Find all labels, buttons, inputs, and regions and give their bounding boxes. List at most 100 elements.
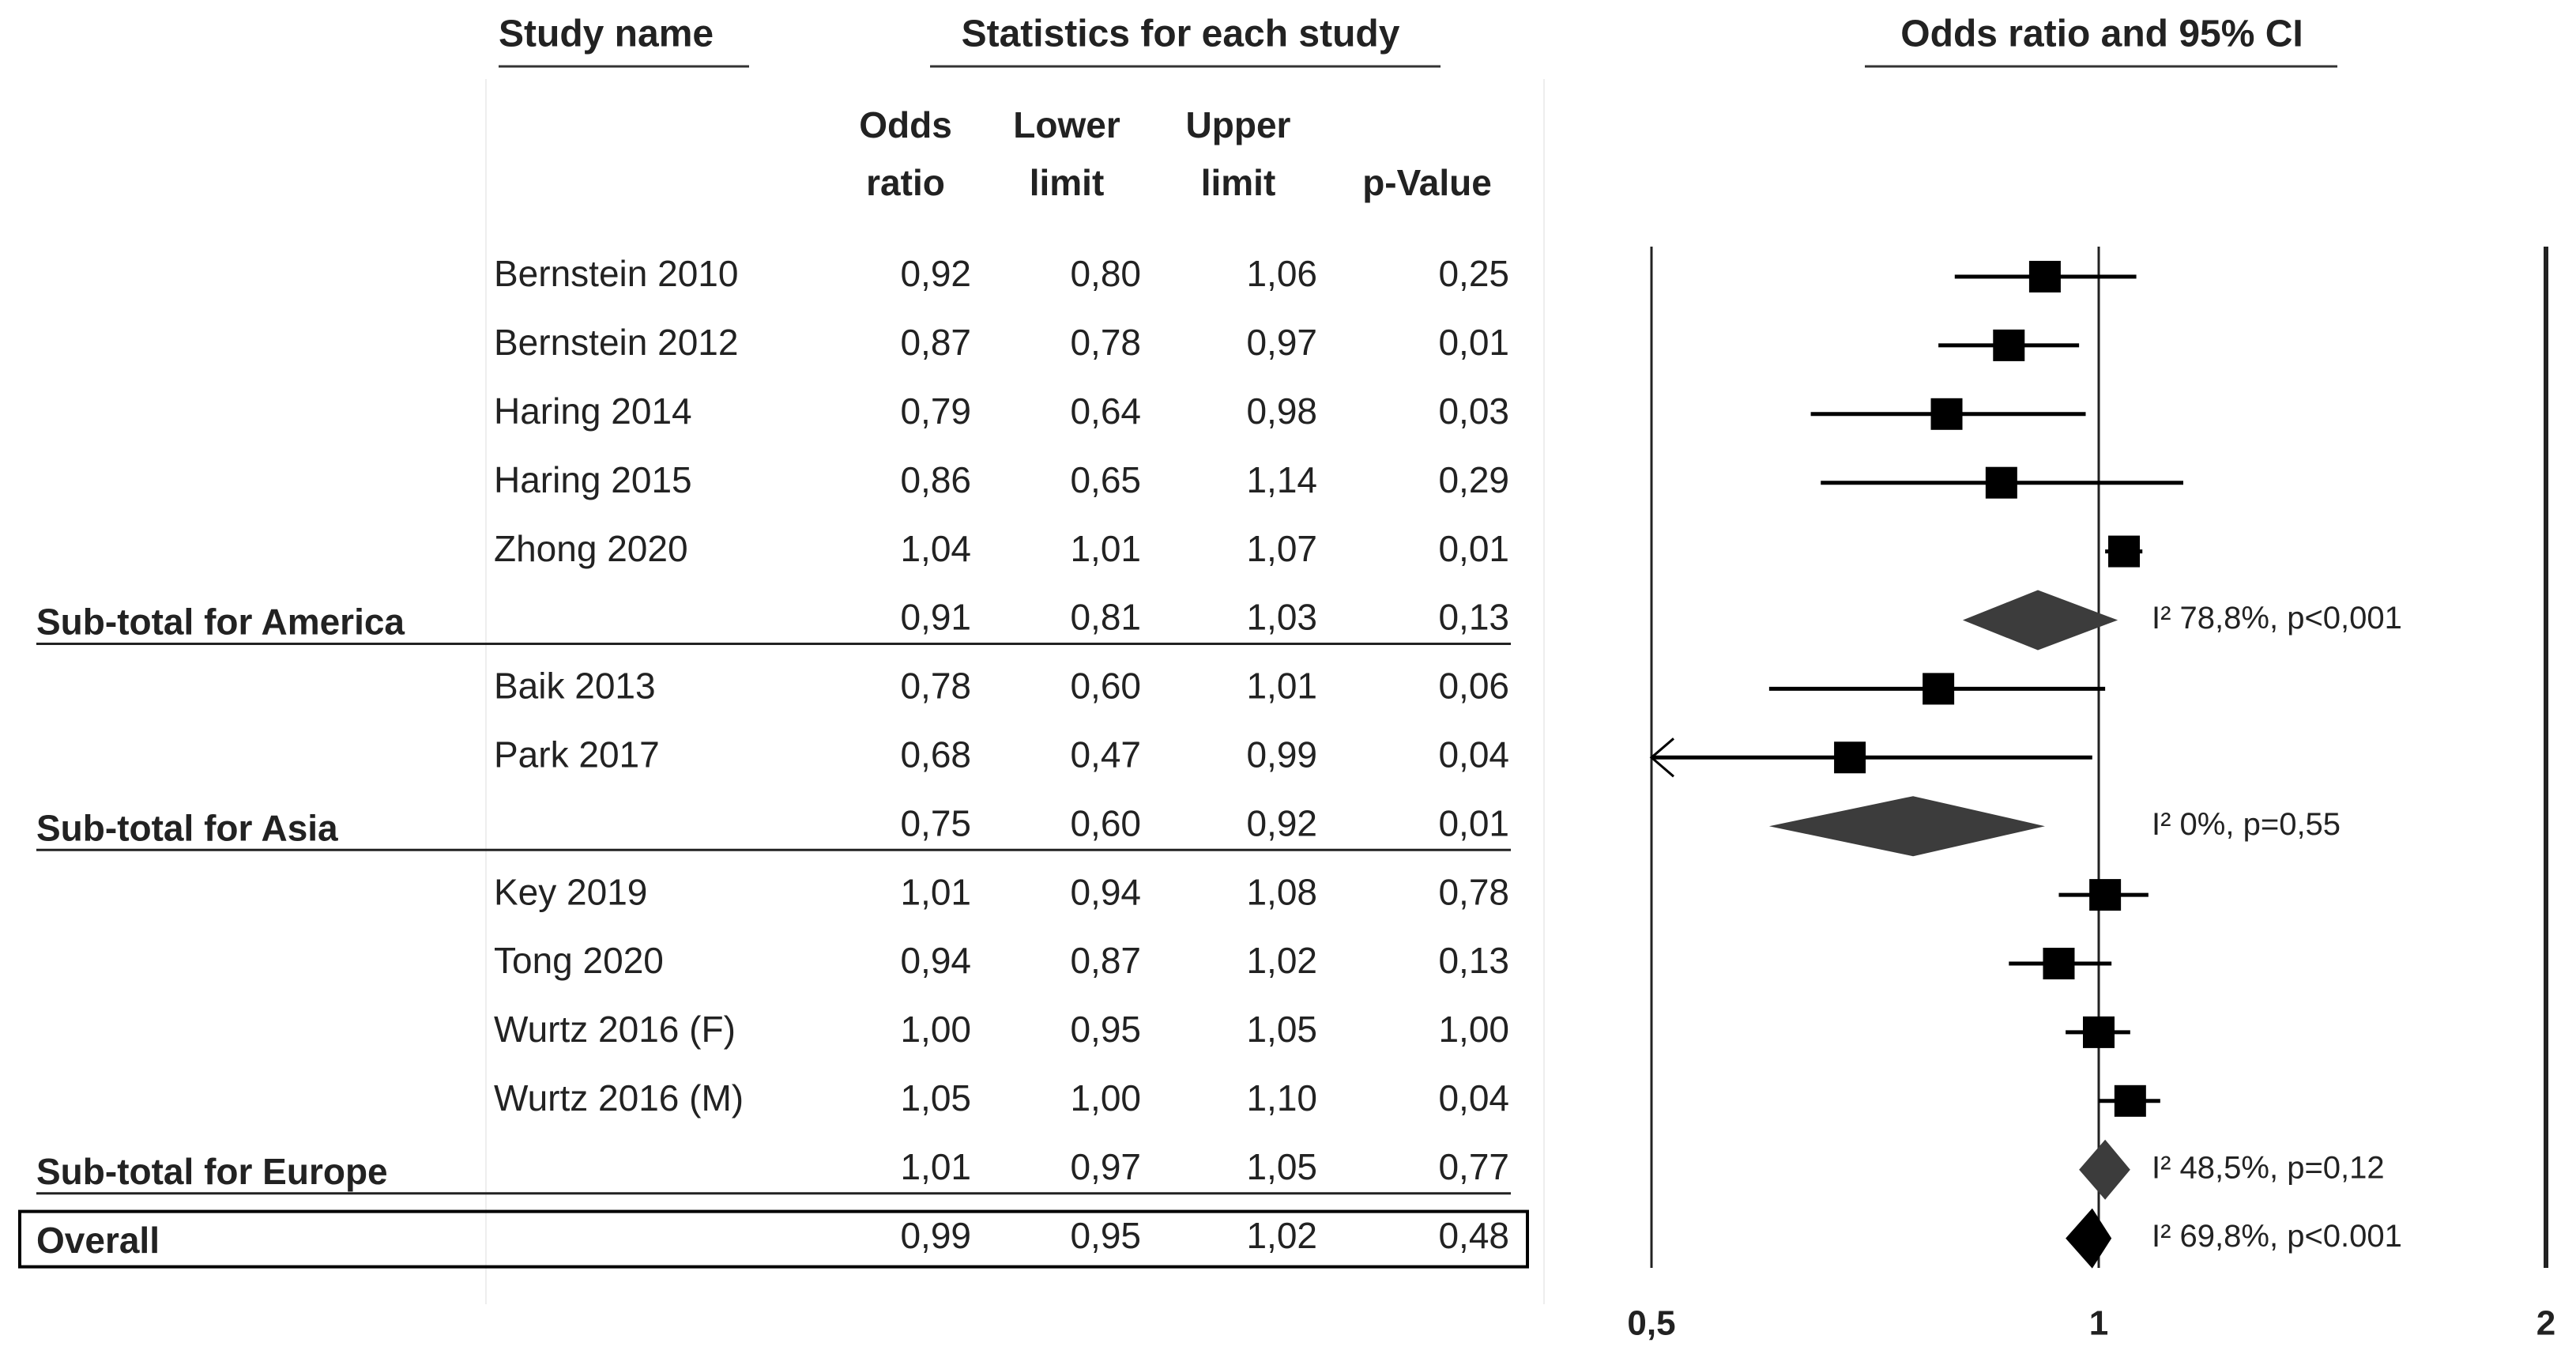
arrow (1649, 737, 1674, 778)
study-name: Zhong 2020 (494, 528, 688, 569)
stat-value: 0,78 (900, 666, 971, 707)
column-header: p-Value (1362, 162, 1492, 203)
study-header: Study name (499, 13, 714, 55)
stat-value: 1,05 (1246, 1009, 1317, 1050)
stat-value: 0,97 (1070, 1146, 1141, 1187)
group-name: Sub-total for Europe (36, 1151, 388, 1192)
point-estimate (2089, 879, 2122, 911)
stat-value: 0,80 (1070, 253, 1141, 294)
stat-value: 0,06 (1438, 666, 1509, 707)
column-header: Upper (1186, 104, 1291, 145)
stat-value: 1,03 (1246, 597, 1317, 638)
summary-diamond (1962, 590, 2118, 651)
stat-value: 0,04 (1438, 1077, 1509, 1118)
stat-value: 1,00 (1070, 1077, 1141, 1118)
stat-value: 0,79 (900, 390, 971, 432)
x-tick-label: 0,5 (1627, 1304, 1675, 1343)
group-name: Sub-total for Asia (36, 807, 338, 848)
summary-diamond (2079, 1139, 2130, 1200)
stat-value: 0,91 (900, 597, 971, 638)
heterogeneity: I² 48,5%, p=0,12 (2152, 1150, 2385, 1185)
stat-value: 1,02 (1246, 1215, 1317, 1256)
study-name: Baik 2013 (494, 666, 656, 707)
point-estimate (1923, 673, 1955, 705)
stat-value: 0,92 (1246, 802, 1317, 843)
stat-value: 0,60 (1070, 802, 1141, 843)
point-estimate (1834, 741, 1866, 774)
stat-value: 1,00 (900, 1009, 971, 1050)
stat-value: 0,29 (1438, 459, 1509, 500)
stat-value: 1,04 (900, 528, 971, 569)
stat-value: 1,07 (1246, 528, 1317, 569)
stat-value: 0,01 (1438, 802, 1509, 843)
stat-value: 0,98 (1246, 390, 1317, 432)
stat-value: 1,01 (1070, 528, 1141, 569)
stat-value: 1,05 (900, 1077, 971, 1118)
stat-value: 0,03 (1438, 390, 1509, 432)
x-tick-label: 2 (2536, 1304, 2555, 1343)
stat-value: 0,04 (1438, 734, 1509, 775)
study-name: Bernstein 2012 (494, 322, 738, 363)
stat-value: 0,86 (900, 459, 971, 500)
stat-value: 0,99 (900, 1215, 971, 1256)
column-header: limit (1030, 162, 1105, 203)
stat-value: 0,95 (1070, 1009, 1141, 1050)
point-estimate (2083, 1016, 2115, 1048)
point-estimate (1985, 466, 2017, 499)
stat-value: 1,02 (1246, 940, 1317, 981)
stat-value: 0,94 (900, 940, 971, 981)
stat-value: 0,65 (1070, 459, 1141, 500)
point-estimate (2028, 261, 2061, 292)
column-header: Lower (1013, 104, 1120, 145)
stat-value: 1,08 (1246, 871, 1317, 912)
stat-value: 1,14 (1246, 459, 1317, 500)
group-name: Overall (36, 1220, 160, 1261)
point-estimate (1993, 329, 2025, 361)
stat-value: 0,13 (1438, 940, 1509, 981)
stat-value: 0,13 (1438, 597, 1509, 638)
stat-value: 0,77 (1438, 1146, 1509, 1187)
study-name: Tong 2020 (494, 940, 664, 981)
stat-value: 0,87 (900, 322, 971, 363)
stat-value: 0,78 (1070, 322, 1141, 363)
stat-value: 1,00 (1438, 1009, 1509, 1050)
study-name: Bernstein 2010 (494, 253, 738, 294)
point-estimate (2043, 948, 2075, 979)
point-estimate (1930, 398, 1963, 430)
summary-diamond (1768, 796, 2045, 857)
stat-value: 0,48 (1438, 1215, 1509, 1256)
plot-header: Odds ratio and 95% CI (1900, 13, 2303, 55)
study-name: Park 2017 (494, 734, 660, 775)
heterogeneity: I² 78,8%, p<0,001 (2152, 601, 2402, 636)
stat-value: 0,97 (1246, 322, 1317, 363)
study-name: Key 2019 (494, 871, 647, 912)
stat-value: 0,68 (900, 734, 971, 775)
column-header: Odds (859, 104, 952, 145)
stat-value: 0,01 (1438, 528, 1509, 569)
stat-value: 0,01 (1438, 322, 1509, 363)
stat-value: 0,92 (900, 253, 971, 294)
stat-value: 1,10 (1246, 1077, 1317, 1118)
heterogeneity: I² 69,8%, p<0.001 (2152, 1219, 2402, 1254)
stat-value: 0,25 (1438, 253, 1509, 294)
summary-diamond (2066, 1208, 2112, 1269)
study-name: Haring 2015 (494, 459, 692, 500)
column-header: limit (1201, 162, 1276, 203)
heterogeneity: I² 0%, p=0,55 (2152, 807, 2341, 842)
study-name: Haring 2014 (494, 390, 692, 432)
study-name: Wurtz 2016 (M) (494, 1077, 744, 1118)
x-tick-label: 1 (2089, 1304, 2108, 1343)
stat-value: 1,05 (1246, 1146, 1317, 1187)
stat-value: 0,47 (1070, 734, 1141, 775)
stat-value: 1,01 (1246, 666, 1317, 707)
stat-value: 1,06 (1246, 253, 1317, 294)
study-name: Wurtz 2016 (F) (494, 1009, 736, 1050)
stat-value: 0,81 (1070, 597, 1141, 638)
stat-value: 0,87 (1070, 940, 1141, 981)
stat-value: 1,01 (900, 1146, 971, 1187)
stat-value: 1,01 (900, 871, 971, 912)
stat-value: 0,94 (1070, 871, 1141, 912)
